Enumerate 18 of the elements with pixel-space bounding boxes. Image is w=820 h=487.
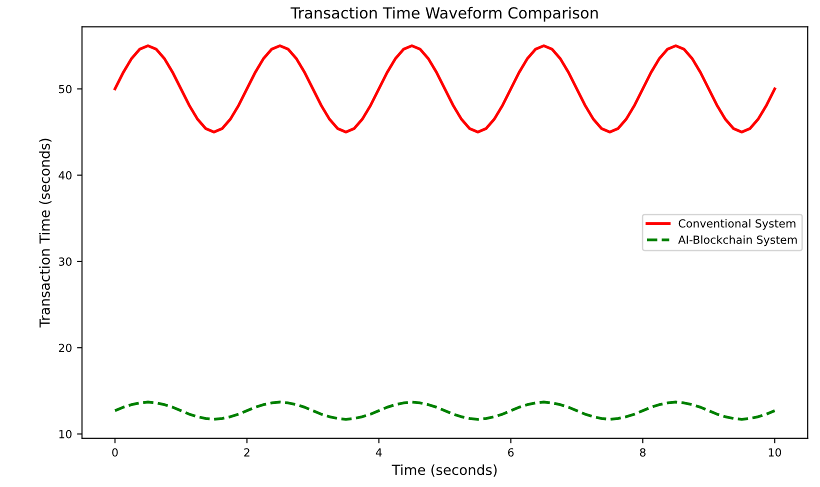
y-tick-label: 30 [58, 257, 72, 266]
line-series [114, 44, 776, 134]
x-axis-title: Time (seconds) [392, 464, 497, 477]
x-tick-label: 4 [376, 448, 382, 456]
y-axis-title: Transaction Time (seconds) [39, 138, 52, 328]
x-tick-label: 8 [640, 448, 646, 457]
y-tick-label: 10 [59, 430, 72, 438]
line-series [114, 400, 776, 421]
y-tick-label: 50 [58, 84, 72, 94]
y-tick-label: 40 [58, 171, 72, 180]
chart-title: Transaction Time Waveform Comparison [290, 6, 598, 22]
x-tick-label: 0 [112, 448, 118, 457]
x-tick-label: 6 [508, 448, 514, 457]
legend-label: Conventional System [678, 219, 796, 230]
x-tick-label: 10 [768, 448, 782, 457]
x-tick-label: 2 [244, 448, 250, 456]
legend-label: AI-Blockchain System [678, 235, 797, 246]
y-tick-label: 20 [58, 344, 72, 352]
